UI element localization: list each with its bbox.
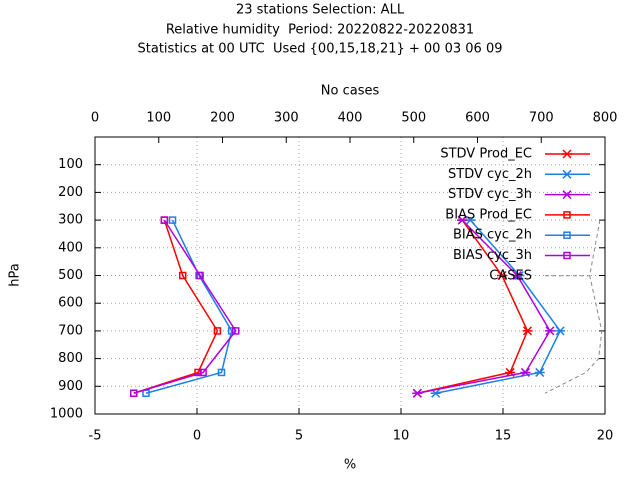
series-line xyxy=(417,219,529,394)
marker xyxy=(562,149,572,159)
marker xyxy=(457,215,468,225)
x2-tick-label: 100 xyxy=(146,111,171,126)
x-tick-label: 5 xyxy=(295,429,303,444)
marker xyxy=(563,251,571,260)
x-axis-label: % xyxy=(344,458,356,473)
x2-tick-label: 600 xyxy=(465,111,490,126)
marker xyxy=(232,327,240,335)
marker xyxy=(199,368,207,377)
marker xyxy=(217,368,226,377)
marker xyxy=(522,326,533,336)
marker xyxy=(213,327,222,335)
marker xyxy=(562,190,572,200)
marker xyxy=(496,270,507,281)
y-tick-label: 200 xyxy=(58,185,83,200)
legend-label: CASES xyxy=(489,268,532,283)
y-tick-label: 400 xyxy=(58,240,83,255)
series-line xyxy=(145,219,233,394)
y-tick-label: 300 xyxy=(58,213,83,228)
legend-label: STDV cyc_2h xyxy=(448,167,532,182)
legend-label: STDV cyc_3h xyxy=(448,187,532,202)
series-line xyxy=(544,220,603,394)
y-tick-label: 900 xyxy=(58,379,83,394)
marker xyxy=(130,389,138,397)
y-tick-label: 1000 xyxy=(50,407,83,422)
marker xyxy=(563,231,571,239)
marker xyxy=(563,211,571,219)
plot-frame xyxy=(94,136,606,415)
marker xyxy=(512,270,523,281)
marker xyxy=(562,169,572,179)
series-line xyxy=(133,219,219,394)
y-tick-label: 800 xyxy=(58,351,83,366)
y-tick-label: 600 xyxy=(58,296,83,311)
x-tick-label: 20 xyxy=(597,429,614,444)
x2-tick-label: 200 xyxy=(210,111,235,126)
x2-tick-label: 800 xyxy=(593,111,618,126)
legend-label: STDV Prod_EC xyxy=(440,147,532,162)
series-line xyxy=(133,219,237,394)
x2-tick-label: 300 xyxy=(274,111,299,126)
marker xyxy=(520,367,531,377)
marker xyxy=(160,216,169,224)
marker xyxy=(168,216,177,224)
x-tick-label: 0 xyxy=(193,429,201,444)
y-tick-label: 500 xyxy=(58,268,83,283)
marker xyxy=(555,326,566,336)
legend-label: BIAS cyc_3h xyxy=(453,248,532,263)
marker xyxy=(178,271,187,280)
y-tick-label: 100 xyxy=(58,157,83,172)
chart-title: Statistics at 00 UTC Used {00,15,18,21} … xyxy=(138,42,503,57)
marker xyxy=(534,367,545,377)
marker xyxy=(412,388,423,398)
series-line xyxy=(417,219,551,394)
x2-tick-label: 500 xyxy=(401,111,426,126)
marker xyxy=(544,326,555,336)
x2-axis-label: No cases xyxy=(321,84,380,99)
x-tick-label: 15 xyxy=(495,429,512,444)
x-tick-label: 10 xyxy=(393,429,410,444)
x-tick-label: -5 xyxy=(89,429,102,444)
marker xyxy=(196,271,204,280)
x2-tick-label: 700 xyxy=(529,111,554,126)
x2-tick-label: 0 xyxy=(91,111,99,126)
x2-tick-label: 400 xyxy=(338,111,363,126)
chart-title: Relative humidity Period: 20220822-20220… xyxy=(166,23,474,38)
legend-label: BIAS cyc_2h xyxy=(453,228,532,243)
marker xyxy=(227,327,236,335)
series-line xyxy=(435,219,561,394)
chart-title: 23 stations Selection: ALL xyxy=(236,3,405,18)
legend-label: BIAS Prod_EC xyxy=(445,207,532,222)
y-tick-label: 700 xyxy=(58,323,83,338)
y-axis-label: hPa xyxy=(8,263,23,286)
